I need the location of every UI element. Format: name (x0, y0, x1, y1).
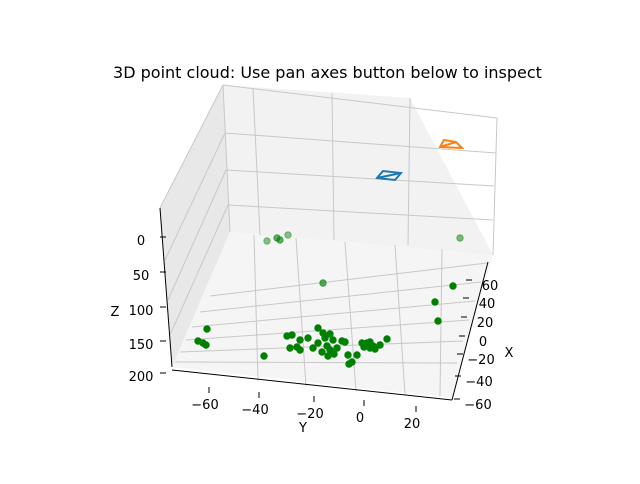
data-point (376, 341, 384, 349)
z-tick-label: 100 (129, 304, 154, 319)
data-point (202, 341, 210, 349)
grid-line (227, 204, 494, 221)
data-point (449, 282, 457, 290)
y-tick-label: 0 (356, 411, 364, 426)
grid-line (295, 237, 307, 387)
grid-line (331, 92, 335, 241)
floor-pane (172, 232, 493, 398)
data-point (276, 236, 284, 244)
data-point (304, 334, 312, 342)
data-point (314, 339, 322, 347)
grid-line (253, 234, 259, 382)
data-point (366, 344, 374, 352)
x-tick-label: 40 (479, 297, 496, 312)
grid-line (222, 84, 231, 233)
y-tick-label: −20 (296, 407, 323, 422)
z-axis-line (159, 207, 173, 368)
data-point (288, 331, 296, 339)
data-point (260, 352, 268, 360)
x-axis-label: X (505, 346, 514, 361)
point-cloud (194, 231, 464, 368)
y-axis-line (171, 369, 453, 401)
data-point (286, 344, 294, 352)
data-point (314, 324, 322, 332)
grid-line (224, 132, 497, 154)
grid-line (407, 97, 411, 246)
grid-line (344, 241, 357, 392)
grid-line (222, 84, 498, 119)
data-point (353, 351, 361, 359)
grid-lines (159, 84, 498, 397)
x-axis-line (451, 261, 489, 401)
z-tick-label: 50 (133, 269, 150, 284)
data-point (431, 298, 439, 306)
z-tick-label: 0 (137, 234, 145, 249)
data-point (456, 234, 464, 242)
data-point (318, 348, 326, 356)
grid-line (394, 244, 406, 395)
x-tick-label: 20 (477, 316, 494, 331)
data-point (333, 344, 341, 352)
x-tick-label: 0 (479, 335, 487, 350)
data-point (383, 335, 391, 343)
data-point (434, 317, 442, 325)
data-point (341, 338, 349, 346)
x-tick-label: −60 (464, 398, 491, 413)
grid-line (179, 340, 464, 353)
data-point (296, 346, 304, 354)
grid-line (252, 87, 261, 236)
data-point (263, 237, 271, 245)
axis-panes (160, 85, 493, 398)
data-point (326, 330, 334, 338)
camera-diagonal (376, 172, 402, 179)
data-point (344, 351, 352, 359)
z-tick-label: 200 (129, 370, 154, 385)
grid-line (225, 169, 495, 187)
data-point (329, 336, 337, 344)
grid-line (209, 262, 488, 297)
x-tick-label: −40 (465, 375, 492, 390)
grid-line (199, 281, 482, 313)
tick-marks (160, 236, 472, 412)
data-point (284, 231, 292, 239)
axis-labels: X Y Z (111, 305, 514, 436)
data-point (321, 334, 329, 342)
x-tick-label: 60 (482, 279, 499, 294)
grid-line (164, 132, 226, 261)
data-point (203, 325, 211, 333)
z-axis-label: Z (111, 305, 120, 320)
data-point (309, 344, 317, 352)
y-axis-label: Y (298, 421, 307, 436)
y-tick-label: −40 (241, 403, 268, 418)
grid-line (191, 300, 476, 328)
data-point (319, 279, 327, 287)
y-tick-label: 20 (404, 417, 421, 432)
grid-line (159, 84, 224, 209)
left-pane (160, 85, 230, 367)
y-tick-label: −60 (191, 398, 218, 413)
grid-line (169, 204, 229, 336)
data-point (330, 350, 338, 358)
x-tick-label: −20 (467, 353, 494, 368)
data-point (345, 360, 353, 368)
data-point (296, 336, 304, 344)
camera-diagonal (439, 141, 457, 148)
tick-labels: 0 50 100 150 200 −60 −40 −20 0 20 −60 −40 −20 0 20 40 60 (129, 234, 499, 432)
camera-markers (375, 138, 465, 182)
grid-line (492, 117, 498, 256)
axis-lines (159, 207, 489, 401)
grid-line (185, 319, 470, 341)
grid-line (167, 169, 227, 301)
chart-title: 3D point cloud: Use pan axes button belo… (113, 63, 542, 82)
data-point (324, 352, 332, 360)
grid-line (174, 361, 458, 364)
back-pane (223, 85, 493, 255)
z-tick-label: 150 (129, 338, 154, 353)
